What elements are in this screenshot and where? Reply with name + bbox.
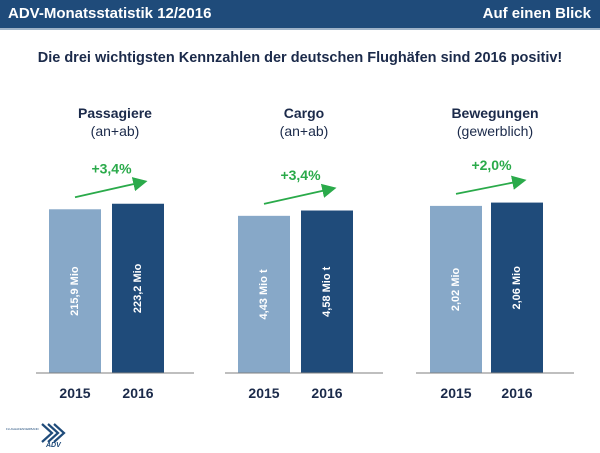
header-bar: ADV-Monatsstatistik 12/2016 Auf einen Bl… [0,0,600,28]
bar-passagiere-2015 [49,209,101,373]
chart-subtitle-bewegungen: (gewerblich) [457,123,533,139]
header-divider [0,28,600,30]
section-label: Auf einen Blick [482,5,591,22]
data-label-cargo-2015: 4,43 Mio t [258,269,270,319]
growth-label-cargo: +3,4% [280,167,321,183]
data-label-bewegungen-2015: 2,02 Mio [450,267,462,311]
svg-text:FLUGHAFENVERBAND: FLUGHAFENVERBAND [6,427,40,431]
data-label-passagiere-2015: 215,9 Mio [69,266,81,316]
report-title: ADV-Monatsstatistik 12/2016 [8,5,212,22]
growth-arrow-bewegungen [455,175,527,195]
chart-subtitle-passagiere: (an+ab) [91,123,140,139]
data-label-cargo-2016: 4,58 Mio t [321,266,333,316]
chart-title-passagiere: Passagiere [78,105,152,121]
headline: Die drei wichtigsten Kennzahlen der deut… [37,50,563,66]
bar-bewegungen-2016 [491,202,543,373]
svg-text:ADV: ADV [45,442,62,448]
adv-logo: FLUGHAFENVERBAND ADV [6,422,76,453]
chart-subtitle-cargo: (an+ab) [280,123,329,139]
chart-title-cargo: Cargo [284,105,324,121]
adv-logo-icon: FLUGHAFENVERBAND ADV [6,423,66,449]
x-tick-passagiere-2016: 2016 [122,385,153,401]
x-tick-passagiere-2015: 2015 [59,385,90,401]
growth-label-passagiere: +3,4% [91,160,132,176]
bar-bewegungen-2015 [430,205,482,373]
x-tick-cargo-2016: 2016 [311,385,342,401]
data-label-bewegungen-2016: 2,06 Mio [511,266,523,310]
chart-title-bewegungen: Bewegungen [451,105,538,121]
growth-arrow-cargo [263,183,337,205]
growth-label-bewegungen: +2,0% [471,157,512,173]
data-label-passagiere-2016: 223,2 Mio [132,263,144,313]
bar-passagiere-2016 [112,203,164,373]
bar-cargo-2015 [238,215,290,373]
x-tick-bewegungen-2015: 2015 [440,385,471,401]
bar-cargo-2016 [301,210,353,373]
x-tick-cargo-2015: 2015 [248,385,279,401]
x-tick-bewegungen-2016: 2016 [501,385,532,401]
growth-arrow-passagiere [74,177,148,199]
